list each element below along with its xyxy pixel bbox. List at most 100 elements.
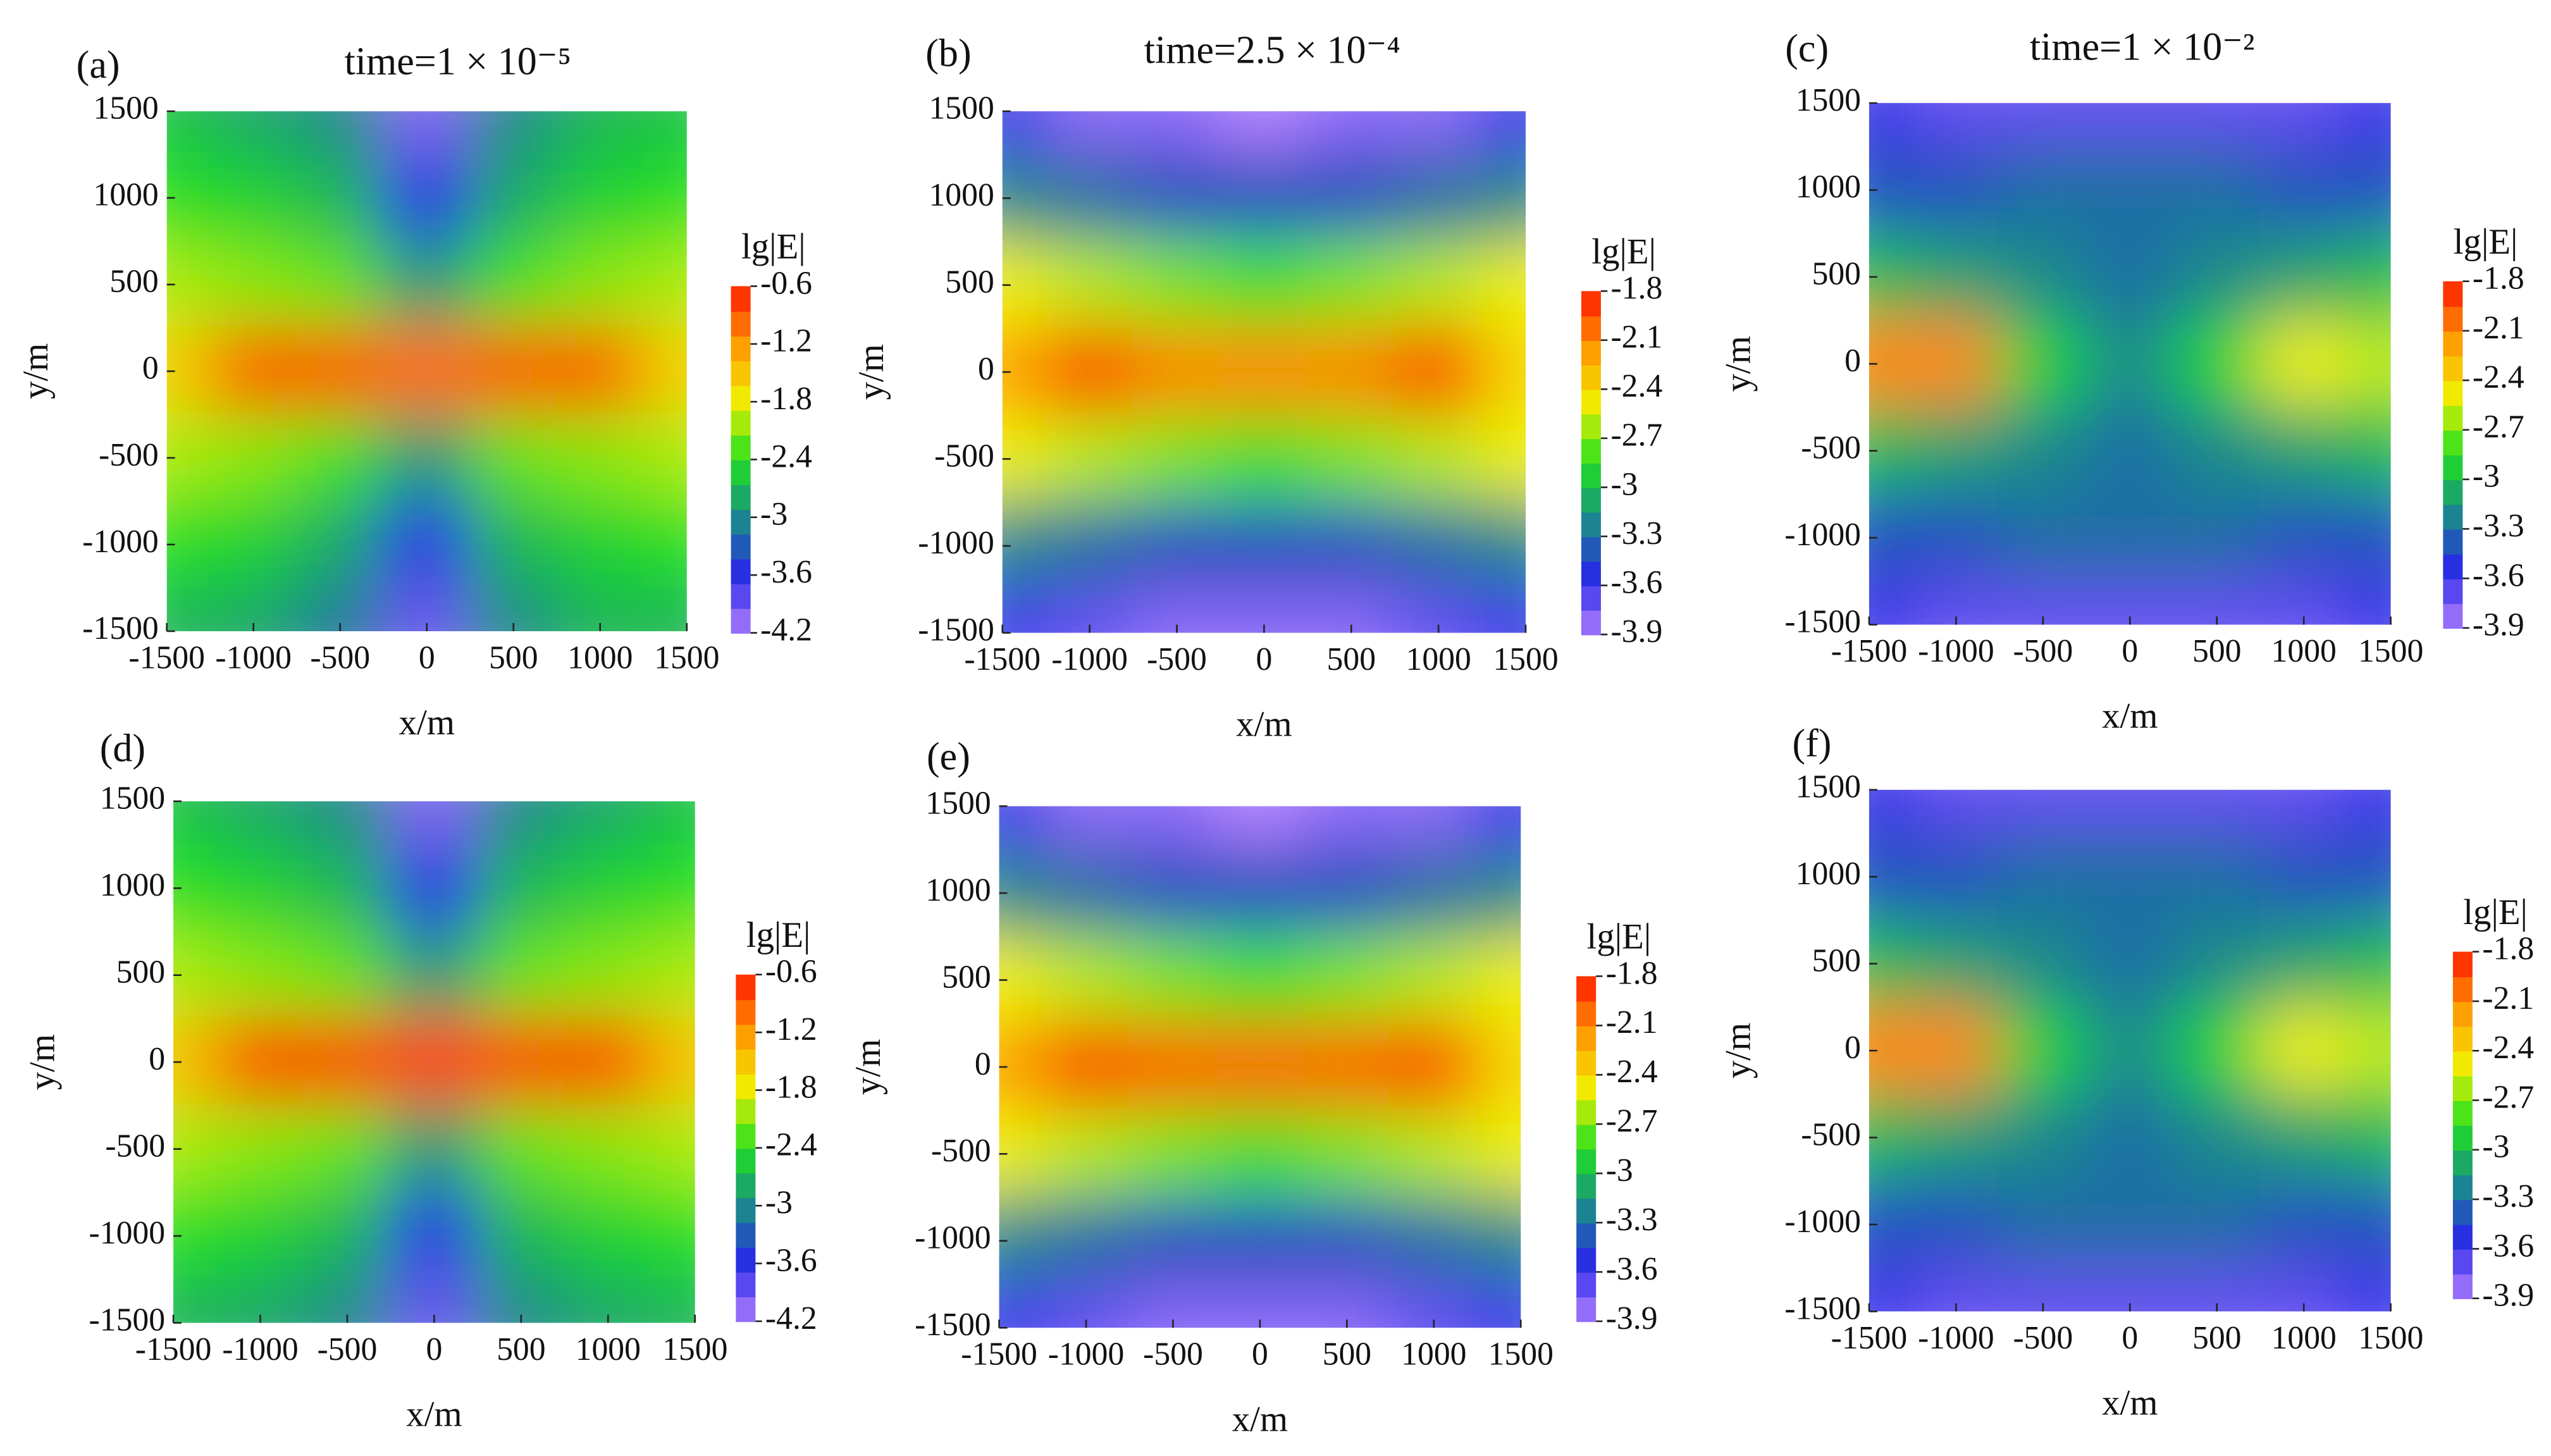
- colorbar-tick-label: -3.6: [760, 554, 812, 590]
- x-axis-label: x/m: [406, 1395, 462, 1434]
- contour-cell: [1911, 1092, 2001, 1183]
- contour-cell: [1302, 1021, 1392, 1113]
- contour-cell: [2084, 102, 2175, 149]
- colorbar-segment: [2443, 578, 2463, 604]
- colorbar-segment: [2452, 1149, 2473, 1176]
- contour-cell: [2258, 492, 2349, 583]
- contour-cell: [1480, 414, 1526, 504]
- colorbar-label: lg|E|: [746, 915, 811, 955]
- contour-cell: [1480, 111, 1526, 157]
- contour-cell: [1214, 848, 1306, 939]
- colorbar-segment: [1576, 1223, 1597, 1249]
- colorbar-segment: [1581, 389, 1601, 415]
- x-tick-label: 500: [2192, 1320, 2242, 1356]
- contour-cell: [1480, 500, 1526, 591]
- x-tick-label: 1000: [1401, 1336, 1466, 1373]
- panel-title: time=1 × 10⁻²: [2030, 25, 2255, 68]
- colorbar-tick-label: -2.7: [2482, 1079, 2534, 1115]
- y-tick-label: 500: [1812, 942, 1861, 978]
- contour-cell: [1131, 414, 1223, 504]
- contour-cell: [1388, 1109, 1479, 1199]
- colorbar-segment: [2452, 976, 2473, 1003]
- contour-cell: [2345, 492, 2391, 583]
- contour-cell: [2171, 1092, 2263, 1183]
- y-tick-label: -500: [934, 438, 994, 474]
- colorbar-tick-label: -2.1: [1606, 1004, 1658, 1040]
- contour-cell: [1998, 831, 2089, 922]
- colorbar-segment: [1576, 1124, 1597, 1150]
- x-tick-label: 1500: [662, 1331, 727, 1367]
- colorbar-segment: [1581, 315, 1601, 342]
- panel: -1500 -1000 -500 0 500 1000 1500 -1500 -1000 -500…: [1718, 722, 2534, 1423]
- colorbar-segment: [1576, 1149, 1597, 1175]
- contour-cell: [650, 801, 695, 847]
- colorbar-segment: [2443, 429, 2463, 456]
- colorbar-segment: [736, 1123, 756, 1149]
- contour-cell: [641, 586, 687, 631]
- contour-cell: [389, 1190, 479, 1281]
- colorbar-tick-label: -2.7: [1610, 417, 1662, 453]
- panel: -1500 -1000 -500 0 500 1000 1500 -1500 -1000 -500…: [848, 735, 1658, 1439]
- x-tick-label: 1000: [2271, 1320, 2337, 1356]
- y-axis-label: y/m: [1718, 1023, 1758, 1078]
- y-tick-label: -1000: [1784, 1204, 1861, 1240]
- contour-cell: [1480, 152, 1526, 244]
- contour-cell: [2171, 231, 2263, 323]
- contour-cell: [295, 326, 385, 416]
- x-tick-label: 1500: [2358, 633, 2423, 669]
- x-tick-label: -1000: [1918, 1320, 1994, 1356]
- colorbar-tick-label: -3.9: [2482, 1278, 2534, 1314]
- colorbar-tick-label: -0.6: [765, 954, 817, 990]
- contour-cell: [650, 1104, 695, 1194]
- colorbar-segment: [736, 1222, 756, 1248]
- contour-cell: [1218, 111, 1309, 157]
- contour-cell: [1041, 806, 1132, 851]
- contour-cell: [1475, 1021, 1521, 1113]
- contour-cell: [1911, 1005, 2001, 1096]
- contour-cell: [2258, 1092, 2349, 1183]
- contour-cell: [1128, 806, 1218, 851]
- contour-cell: [1041, 848, 1132, 939]
- x-tick-label: -500: [1147, 641, 1207, 677]
- panel-label: (d): [100, 727, 145, 770]
- x-axis-label: x/m: [2102, 1383, 2158, 1422]
- contour-cell: [1131, 500, 1223, 591]
- x-tick-label: 500: [1323, 1336, 1372, 1373]
- y-tick-label: -1000: [915, 1220, 991, 1256]
- contour-cell: [381, 412, 472, 503]
- contour-cell: [1306, 500, 1397, 591]
- colorbar-segment: [731, 286, 751, 312]
- y-tick-label: 0: [1844, 1030, 1861, 1066]
- panel: -1500 -1000 -500 0 500 1000 1500 -1500 -1000 -500…: [22, 727, 817, 1434]
- contour-cell: [1041, 1021, 1132, 1113]
- contour-cell: [1911, 405, 2001, 497]
- contour-cell: [2258, 918, 2349, 1009]
- contour-cell: [1480, 588, 1526, 633]
- y-tick-label: 0: [142, 350, 159, 386]
- contour-cell: [2258, 1005, 2349, 1096]
- colorbar-segment: [731, 335, 751, 362]
- colorbar-segment: [2443, 529, 2463, 555]
- colorbar-segment: [1576, 1001, 1597, 1027]
- x-tick-label: 500: [497, 1331, 546, 1367]
- contour-cell: [562, 1104, 653, 1194]
- contour-cell: [2084, 918, 2175, 1009]
- contour-cell: [1044, 240, 1135, 331]
- contour-field: [1868, 789, 2391, 1312]
- colorbar-segment: [736, 1147, 756, 1174]
- contour-cells: [1002, 111, 1526, 633]
- contour-cell: [1388, 935, 1479, 1025]
- colorbar-segment: [1581, 512, 1601, 538]
- colorbar-tick-label: -3: [760, 497, 788, 533]
- contour-cell: [1214, 935, 1306, 1025]
- colorbar-segment: [1581, 438, 1601, 464]
- colorbar-segment: [1576, 1198, 1597, 1224]
- y-tick-label: 0: [975, 1046, 991, 1082]
- contour-cell: [1911, 231, 2001, 323]
- contour-cell: [468, 326, 559, 416]
- colorbar-segment: [1576, 1247, 1597, 1273]
- contour-cell: [2084, 1005, 2175, 1096]
- contour-cell: [1475, 806, 1521, 851]
- colorbar-tick-label: -3.3: [1610, 515, 1662, 552]
- colorbar-segment: [2443, 281, 2463, 307]
